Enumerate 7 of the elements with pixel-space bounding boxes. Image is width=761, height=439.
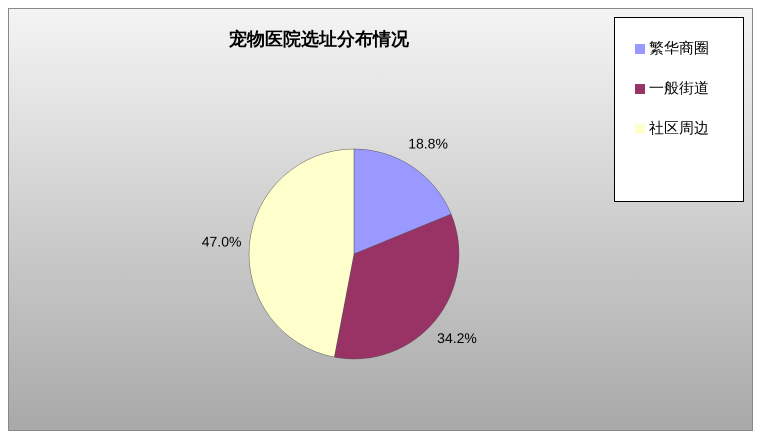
data-label: 18.8%	[408, 136, 448, 152]
legend-label: 社区周边	[649, 119, 709, 137]
text: 宠物医院选址分布情况	[228, 28, 410, 51]
legend-label: 一般街道	[649, 79, 709, 97]
data-label: 47.0%	[202, 233, 242, 250]
legend-label: 繁华商圈	[649, 39, 709, 57]
data-label: 34.2%	[437, 330, 477, 346]
